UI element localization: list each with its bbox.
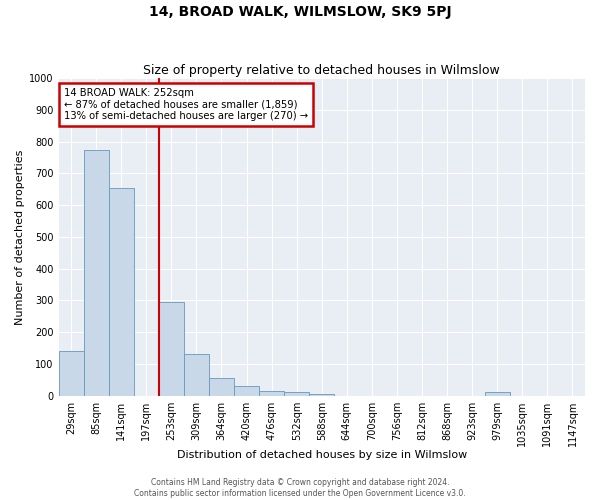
Bar <box>259 391 284 396</box>
X-axis label: Distribution of detached houses by size in Wilmslow: Distribution of detached houses by size … <box>176 450 467 460</box>
Bar <box>109 188 134 396</box>
Bar <box>159 302 184 396</box>
Bar <box>234 386 259 396</box>
Bar <box>83 150 109 396</box>
Text: 14, BROAD WALK, WILMSLOW, SK9 5PJ: 14, BROAD WALK, WILMSLOW, SK9 5PJ <box>149 5 451 19</box>
Bar <box>209 378 234 396</box>
Text: 14 BROAD WALK: 252sqm
← 87% of detached houses are smaller (1,859)
13% of semi-d: 14 BROAD WALK: 252sqm ← 87% of detached … <box>64 88 308 121</box>
Bar <box>184 354 209 396</box>
Bar <box>284 392 309 396</box>
Bar <box>59 351 83 396</box>
Text: Contains HM Land Registry data © Crown copyright and database right 2024.
Contai: Contains HM Land Registry data © Crown c… <box>134 478 466 498</box>
Title: Size of property relative to detached houses in Wilmslow: Size of property relative to detached ho… <box>143 64 500 77</box>
Bar <box>485 392 510 396</box>
Bar <box>309 394 334 396</box>
Y-axis label: Number of detached properties: Number of detached properties <box>15 149 25 324</box>
